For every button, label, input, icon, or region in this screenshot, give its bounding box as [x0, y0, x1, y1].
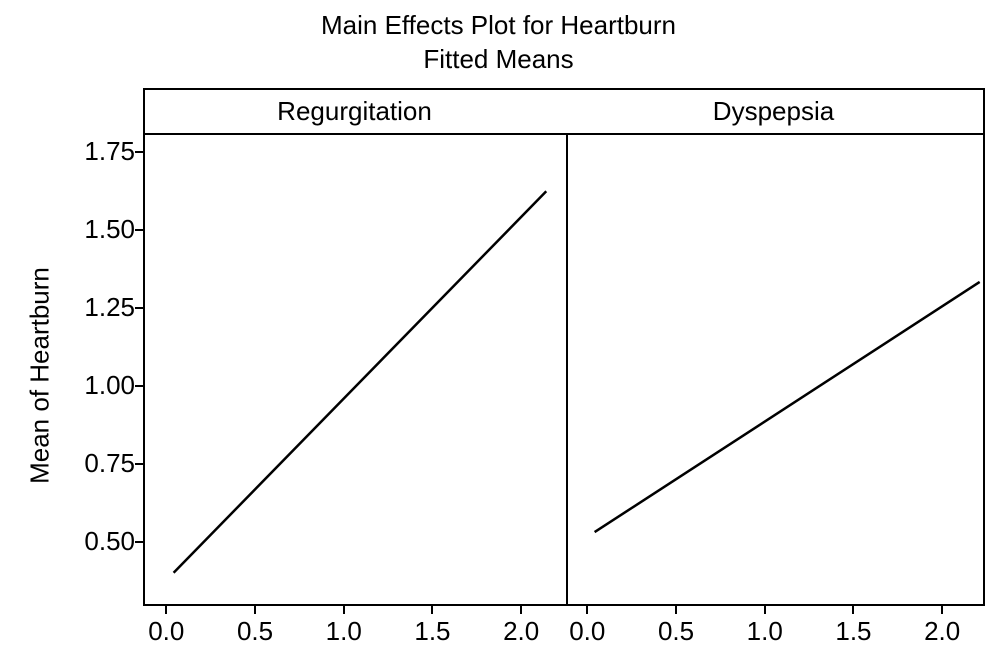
x-tick-label: 2.0: [912, 616, 972, 647]
line-dyspepsia: [566, 133, 987, 606]
x-tick-label: 0.5: [646, 616, 706, 647]
line-regurgitation: [145, 133, 566, 606]
panel-header-label: Dyspepsia: [713, 96, 834, 127]
panel-header-dyspepsia: Dyspepsia: [564, 88, 985, 135]
x-tick-mark: [675, 606, 677, 614]
x-tick-mark: [254, 606, 256, 614]
x-tick-label: 0.0: [136, 616, 196, 647]
x-tick-label: 1.0: [314, 616, 374, 647]
y-tick-label: 1.00: [65, 370, 135, 401]
x-tick-mark: [431, 606, 433, 614]
x-tick-mark: [520, 606, 522, 614]
y-tick-label: 1.25: [65, 292, 135, 323]
y-tick-mark: [135, 151, 143, 153]
x-tick-mark: [165, 606, 167, 614]
y-tick-mark: [135, 307, 143, 309]
y-tick-label: 1.50: [65, 214, 135, 245]
main-effects-chart: Main Effects Plot for Heartburn Fitted M…: [0, 0, 997, 666]
plot-area: [143, 133, 985, 606]
y-tick-mark: [135, 541, 143, 543]
y-tick-label: 0.50: [65, 526, 135, 557]
x-tick-mark: [852, 606, 854, 614]
y-tick-mark: [135, 385, 143, 387]
x-tick-mark: [586, 606, 588, 614]
panel-header-regurgitation: Regurgitation: [143, 88, 566, 135]
panel-header-label: Regurgitation: [277, 96, 432, 127]
y-tick-label: 0.75: [65, 448, 135, 479]
y-axis-label: Mean of Heartburn: [25, 256, 56, 496]
chart-title-line2: Fitted Means: [0, 44, 997, 75]
x-tick-label: 1.0: [735, 616, 795, 647]
x-tick-label: 0.5: [225, 616, 285, 647]
x-tick-label: 1.5: [402, 616, 462, 647]
x-tick-mark: [764, 606, 766, 614]
x-tick-label: 0.0: [557, 616, 617, 647]
x-tick-label: 1.5: [823, 616, 883, 647]
y-tick-mark: [135, 463, 143, 465]
x-tick-mark: [941, 606, 943, 614]
x-tick-label: 2.0: [491, 616, 551, 647]
y-tick-label: 1.75: [65, 136, 135, 167]
chart-title-line1: Main Effects Plot for Heartburn: [0, 10, 997, 41]
y-tick-mark: [135, 229, 143, 231]
x-tick-mark: [343, 606, 345, 614]
